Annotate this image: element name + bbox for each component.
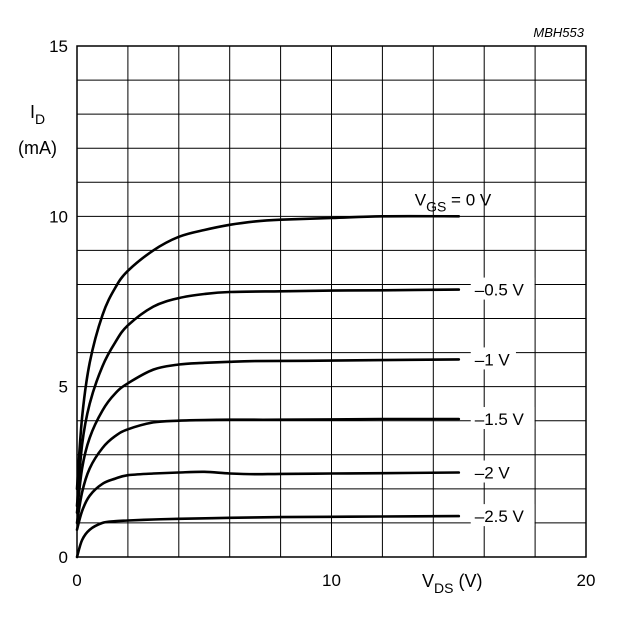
series-curve (75, 514, 461, 559)
y-tick-label: 10 (49, 207, 68, 226)
series-curve (75, 470, 461, 531)
series-label-backdrop (470, 504, 535, 527)
series-label-backdrop (470, 277, 535, 300)
series-label: –2.5 V (475, 507, 525, 526)
y-axis-label-main: I (30, 102, 35, 122)
x-tick-label: 20 (577, 571, 596, 590)
plot-frame (76, 45, 587, 558)
y-tick-label: 0 (59, 548, 68, 567)
x-axis-label-unit: (V) (453, 571, 482, 591)
tick-labels: 0 5 10 15 0 10 20 (49, 37, 595, 590)
series-curve (75, 358, 461, 514)
figure-code: MBH553 (533, 25, 584, 40)
series-label: –0.5 V (475, 281, 525, 300)
y-axis-unit: (mA) (18, 138, 57, 158)
series-label: –1.5 V (475, 410, 525, 429)
series-label-backdrop (470, 460, 516, 483)
y-tick-label: 5 (59, 378, 68, 397)
series-label: –1 V (475, 350, 511, 369)
x-axis-label-main: V (422, 571, 434, 591)
series-label: VGS = 0 V (415, 190, 492, 214)
curves (75, 214, 461, 559)
series-curve (75, 288, 461, 508)
y-tick-label: 15 (49, 37, 68, 56)
series-curve (75, 214, 461, 491)
series-label: –2 V (475, 464, 511, 483)
x-axis-label-sub: DS (434, 580, 453, 596)
grid (77, 46, 586, 557)
x-tick-label: 0 (72, 571, 81, 590)
series-label-backdrop (470, 347, 516, 370)
x-tick-label: 10 (322, 571, 341, 590)
series-curve (75, 417, 461, 525)
curve-labels: VGS = 0 V –0.5 V –1 V –1.5 V –2 V –2.5 V (415, 190, 535, 527)
y-axis-label-sub: D (35, 111, 45, 127)
y-axis-label: ID (30, 102, 45, 127)
x-axis-label: VDS (V) (422, 571, 482, 596)
series-label-backdrop (470, 407, 535, 430)
